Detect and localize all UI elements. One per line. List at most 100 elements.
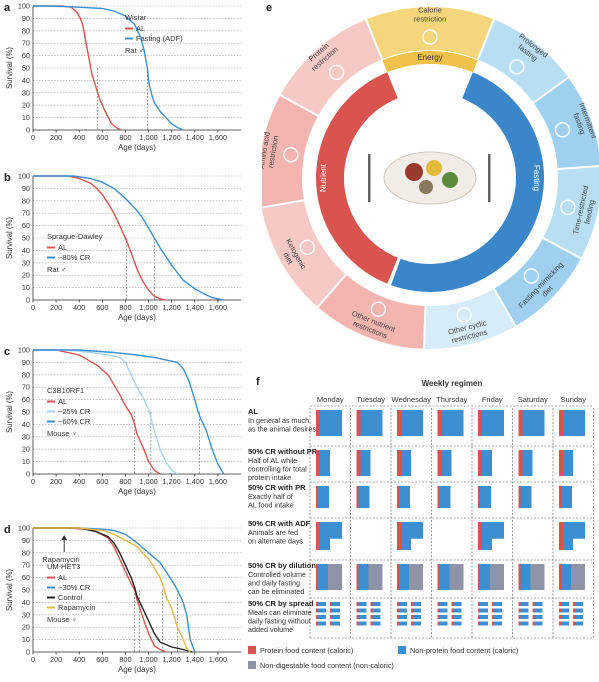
x-tick-label: 0 xyxy=(31,303,35,312)
y-tick-label: 0 xyxy=(26,296,30,305)
food-block-protein xyxy=(356,608,359,613)
food-block-protein xyxy=(478,621,480,626)
food-banana-icon xyxy=(426,160,442,176)
food-block-nonprotein xyxy=(480,615,488,619)
y-axis-label: Survival (%) xyxy=(5,47,14,89)
x-tick-label: 800 xyxy=(119,303,131,312)
food-block-protein xyxy=(559,522,563,550)
food-block-nonprotein xyxy=(318,564,328,590)
food-block-nonprotein xyxy=(520,608,529,613)
legend-label: AL xyxy=(58,573,67,582)
food-block-nonprotein xyxy=(358,608,367,613)
x-axis-label: Age (days) xyxy=(118,143,156,152)
y-tick-label: 40 xyxy=(22,246,30,255)
food-block-protein xyxy=(518,615,521,619)
food-block-protein xyxy=(411,615,413,619)
food-block-protein xyxy=(370,615,373,619)
food-block-nondigestible xyxy=(449,564,464,590)
food-block-protein xyxy=(451,602,454,606)
panel-label-b: b xyxy=(4,172,11,184)
food-block-nonprotein xyxy=(439,608,448,613)
food-block-nonprotein xyxy=(439,621,448,626)
food-block-protein xyxy=(411,602,413,606)
legend-label: ~25% CR xyxy=(58,407,91,416)
food-block-nonprotein xyxy=(332,608,340,613)
food-block-nonprotein xyxy=(413,602,421,606)
food-block-nonprotein xyxy=(318,615,326,619)
food-block-protein xyxy=(532,621,535,626)
y-tick-label: 100 xyxy=(18,346,30,355)
legend-title: Sprague-Dawley xyxy=(47,232,103,241)
x-tick-label: 600 xyxy=(96,655,108,664)
food-block-protein xyxy=(559,564,561,590)
survival-chart-d: 0 10 20 30 40 50 60 70 80 90 100 0 200 400 600 800 1,000… xyxy=(5,524,241,674)
food-block-nonprotein xyxy=(399,486,410,508)
y-tick-label: 20 xyxy=(22,623,30,632)
segment-icon xyxy=(299,239,316,256)
y-tick-label: 80 xyxy=(22,548,30,557)
food-block-nonprotein xyxy=(520,615,529,619)
food-block-nondigestible xyxy=(409,564,423,590)
food-block-protein xyxy=(437,602,440,606)
food-block-protein xyxy=(397,486,399,508)
food-block-protein xyxy=(437,450,442,476)
knife-icon xyxy=(488,154,491,202)
y-tick-label: 10 xyxy=(22,635,30,644)
series-line-rapamycin xyxy=(33,527,191,653)
food-block-nonprotein xyxy=(534,615,543,619)
x-tick-label: 1,000 xyxy=(139,303,157,312)
food-block-nonprotein xyxy=(453,602,462,606)
panel-label-f: f xyxy=(256,376,260,388)
x-tick-label: 1,000 xyxy=(139,133,157,142)
food-block-protein xyxy=(397,621,399,626)
food-block-protein xyxy=(316,602,318,606)
regimen-desc: Controlled volume xyxy=(248,570,306,579)
food-block-nonprotein xyxy=(441,450,452,476)
y-tick-label: 30 xyxy=(22,432,30,441)
food-block-protein xyxy=(316,450,320,476)
food-block-nonprotein xyxy=(482,450,492,476)
legend-swatch-protein xyxy=(248,646,256,654)
food-bread-icon xyxy=(419,180,433,194)
x-tick-label: 400 xyxy=(73,477,85,486)
food-block-nonprotein xyxy=(482,410,504,436)
food-block-nonprotein xyxy=(482,522,504,550)
ring-fasting xyxy=(391,72,545,293)
food-block-nonprotein xyxy=(332,615,340,619)
segment-icon xyxy=(456,307,472,323)
food-block-protein xyxy=(370,602,373,606)
weekly-regimen-grid: Weekly regimen Monday Tuesday Wednesday Thur… xyxy=(248,379,594,670)
food-block-protein xyxy=(316,608,318,613)
food-block-nonprotein xyxy=(480,621,488,626)
legend-label: Rapamycin xyxy=(58,603,96,612)
legend-label: AL xyxy=(58,243,67,252)
ring-nutrient xyxy=(315,72,398,284)
y-tick-label: 90 xyxy=(22,536,30,545)
food-block-protein xyxy=(532,615,535,619)
legend-swatch-nonprotein xyxy=(398,646,406,654)
x-tick-label: 0 xyxy=(31,655,35,664)
annotation-arrowhead xyxy=(61,535,68,540)
y-axis-label: Survival (%) xyxy=(5,569,14,611)
food-block-protein xyxy=(478,608,480,613)
series-line--80-cr xyxy=(33,175,224,301)
food-block-nonprotein xyxy=(358,486,370,508)
food-block-protein xyxy=(573,621,575,626)
y-tick-label: 50 xyxy=(22,234,30,243)
segment-icon xyxy=(523,268,540,284)
legend-footer: Mouse ♀ xyxy=(47,429,77,438)
food-block-nonprotein xyxy=(561,621,569,626)
food-block-nonprotein xyxy=(453,621,462,626)
day-header: Monday xyxy=(317,395,344,404)
x-axis-label: Age (days) xyxy=(118,313,156,322)
panel-label-e: e xyxy=(266,2,273,14)
food-block-nonprotein xyxy=(360,450,371,476)
x-tick-label: 400 xyxy=(73,133,85,142)
food-block-protein xyxy=(370,608,373,613)
segment-icon xyxy=(328,64,345,81)
x-tick-label: 800 xyxy=(119,133,131,142)
food-block-nonprotein xyxy=(575,602,583,606)
food-block-protein xyxy=(518,602,521,606)
segment-icon xyxy=(560,199,576,216)
ring-energy xyxy=(382,51,478,73)
